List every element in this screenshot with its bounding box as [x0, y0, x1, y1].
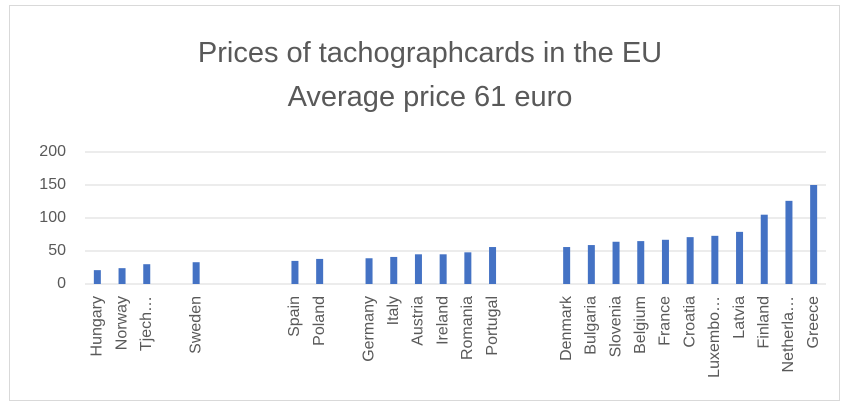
bar: [810, 185, 818, 284]
bar: [464, 252, 472, 284]
x-tick-label: Tjech…: [138, 296, 155, 351]
x-tick-label: Latvia: [731, 296, 748, 339]
bar: [587, 245, 595, 284]
x-tick-label: Belgium: [632, 296, 649, 354]
x-tick-label: Ireland: [434, 296, 451, 345]
bar: [192, 262, 200, 284]
x-tick-label: Romania: [459, 296, 476, 360]
x-tick-label: Greece: [805, 296, 822, 349]
x-tick-label: Croatia: [681, 296, 698, 348]
x-tick-label: Italy: [385, 296, 402, 325]
x-tick-label: Spain: [286, 296, 303, 337]
x-tick-label: Netherla…: [780, 296, 797, 372]
chart-subtitle: Average price 61 euro: [288, 81, 573, 113]
x-tick-label: Portugal: [484, 296, 501, 356]
bar: [563, 247, 571, 284]
bar: [143, 264, 151, 284]
x-tick-label: Luxembo…: [706, 296, 723, 378]
bar: [118, 268, 126, 284]
bar: [489, 247, 497, 284]
y-tick-label: 50: [48, 242, 66, 259]
bar: [736, 231, 744, 284]
x-tick-label: Finland: [755, 296, 772, 348]
x-tick-label: Germany: [360, 296, 377, 362]
chart-border: [9, 5, 840, 401]
y-tick-label: 150: [39, 176, 66, 193]
bar: [661, 239, 669, 284]
x-tick-label: France: [657, 296, 674, 346]
y-tick-label: 0: [57, 275, 66, 292]
bar: [612, 241, 620, 284]
y-tick-label: 200: [39, 143, 66, 160]
bar: [686, 237, 694, 284]
bar: [93, 270, 101, 284]
bar: [637, 241, 645, 284]
y-tick-label: 100: [39, 209, 66, 226]
x-tick-label: Austria: [410, 296, 427, 346]
x-tick-label: Bulgaria: [583, 296, 600, 355]
bar: [711, 235, 719, 284]
bar: [365, 258, 373, 284]
x-tick-label: Hungary: [89, 296, 106, 356]
bar: [316, 258, 324, 284]
x-tick-label: Sweden: [187, 296, 204, 354]
bar: [291, 260, 299, 284]
bar: [760, 214, 768, 284]
x-tick-label: Norway: [113, 296, 130, 350]
bar: [390, 256, 398, 284]
chart-title: Prices of tachographcards in the EU: [198, 37, 662, 69]
bar: [414, 254, 422, 284]
x-tick-label: Poland: [311, 296, 328, 346]
bar: [439, 254, 447, 284]
bar: [785, 200, 793, 284]
x-tick-label: Slovenia: [607, 296, 624, 357]
x-tick-label: Denmark: [558, 295, 575, 361]
